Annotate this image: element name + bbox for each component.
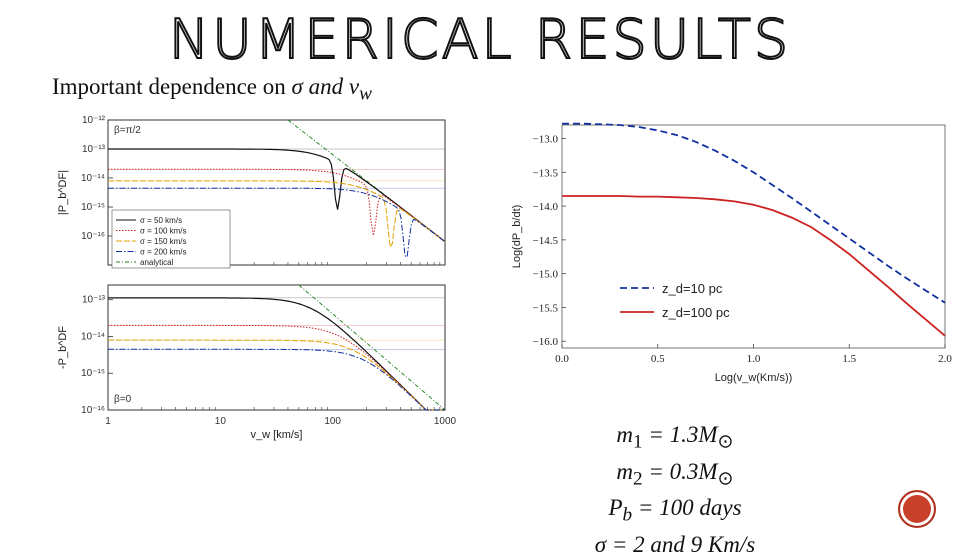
- y-tick-label: 10⁻¹⁵: [81, 202, 105, 213]
- x-tick-label: 1.5: [842, 353, 856, 365]
- subtitle-text: Important dependence on: [52, 74, 292, 99]
- plot-frame: [561, 124, 946, 349]
- eq-lhs: m: [616, 458, 634, 484]
- x-tick-label: 1.0: [747, 353, 761, 365]
- series-line-1: [562, 195, 946, 337]
- parameter-equations: m1 = 1.3M⊙ m2 = 0.3M⊙ Pb = 100 days σ = …: [540, 420, 810, 559]
- y-tick-label: −15.0: [533, 269, 559, 281]
- eq-rhs: = 1.3M: [642, 422, 718, 447]
- x-axis-label: Log(v_w(Km/s)): [715, 372, 793, 384]
- equation-m1: m1 = 1.3M⊙: [540, 420, 810, 457]
- panel-annotation: β=0: [114, 394, 132, 405]
- eq-lhs: m: [616, 422, 634, 447]
- plot-frame: [107, 284, 446, 411]
- x-tick-label: 0.5: [651, 353, 665, 365]
- left-chart-x-axis: 1 10 100 1000 v_w [km/s]: [105, 416, 456, 441]
- y-tick-label: −13.0: [533, 134, 559, 146]
- left-chart-bottom-panel: 10⁻¹³ 10⁻¹⁴ 10⁻¹⁵ 10⁻¹⁶ -P_b^DF β=0: [57, 284, 446, 416]
- series-line-0: [562, 122, 946, 304]
- eq-sun: ⊙: [717, 431, 734, 453]
- legend-entry: σ = 100 km/s: [140, 227, 187, 236]
- subtitle-math-sub: w: [359, 83, 372, 105]
- y-tick-label: −15.5: [533, 302, 559, 314]
- legend-entry: z_d=10 pc: [662, 281, 723, 296]
- y-tick-label: 10⁻¹⁴: [81, 331, 105, 342]
- y-axis-label: |P_b^DF|: [57, 170, 69, 215]
- eq-lhs: σ: [594, 531, 607, 557]
- panel-annotation: β=π/2: [114, 125, 141, 136]
- slide-title: NUMERICAL RESULTS: [168, 7, 792, 72]
- x-tick-label: 1000: [434, 416, 457, 427]
- legend: σ = 50 km/s σ = 100 km/sσ = 150 km/s σ = 2…: [111, 209, 231, 269]
- series-sigma-150: [108, 180, 446, 249]
- series-sigma-100: [108, 324, 445, 411]
- eq-rhs: = 100 days: [632, 495, 742, 521]
- left-chart-top-panel: 10⁻¹² 10⁻¹³ 10⁻¹⁴ 10⁻¹⁵ 10⁻¹⁶ |P_b^DF| β=π/2 σ …: [57, 115, 446, 269]
- series-sigma-50: [108, 148, 446, 243]
- right-chart: 0.0 0.5 1.0 1.5 2.0 −13.0 −13.5 −14.0 −14.5 −15.0…: [511, 122, 952, 384]
- y-axis-label: Log(dP_b/dt): [511, 205, 523, 269]
- equation-sigma: σ = 2 and 9 Km/s: [540, 530, 810, 559]
- y-tick-label: −13.5: [533, 167, 559, 179]
- slide-subtitle: Important dependence on σ and vw: [52, 74, 372, 106]
- y-tick-label: 10⁻¹³: [82, 144, 106, 155]
- y-tick-label: 10⁻¹⁴: [81, 173, 105, 184]
- subtitle-math: σ and v: [291, 74, 360, 99]
- right-chart-plot: 0.0 0.5 1.0 1.5 2.0 −13.0 −13.5 −14.0 −14.5 −15.0…: [511, 122, 952, 384]
- left-chart: 10⁻¹² 10⁻¹³ 10⁻¹⁴ 10⁻¹⁵ 10⁻¹⁶ |P_b^DF| β=π/2 σ …: [57, 115, 457, 441]
- y-tick-label: 10⁻¹⁵: [81, 368, 105, 379]
- eq-rhs: = 0.3M: [642, 458, 718, 484]
- legend-entry: σ = 150 km/s: [140, 237, 187, 246]
- page-badge: [898, 490, 936, 528]
- eq-rhs: = 2 and 9 Km/s: [606, 531, 756, 557]
- legend-entry: z_d=100 pc: [662, 305, 730, 320]
- y-tick-label: 10⁻¹⁶: [81, 231, 105, 242]
- y-tick-label: 10⁻¹³: [82, 295, 106, 306]
- series-analytical: [298, 284, 446, 411]
- legend-entry: σ = 200 km/s: [140, 248, 187, 257]
- legend-entry: σ = 50 km/s: [140, 216, 182, 225]
- x-tick-label: 0.0: [555, 353, 569, 365]
- x-tick-label: 1: [105, 416, 111, 427]
- x-tick-label: 10: [215, 416, 227, 427]
- y-tick-label: −16.0: [533, 336, 559, 348]
- legend: z_d=10 pc z_d=100 pc: [620, 281, 730, 320]
- eq-lhs: P: [608, 495, 623, 521]
- eq-sub: 1: [633, 431, 643, 453]
- series-sigma-100: [108, 168, 446, 243]
- y-tick-label: 10⁻¹²: [82, 115, 106, 126]
- x-tick-label: 100: [324, 416, 341, 427]
- eq-sub: 2: [633, 468, 643, 490]
- y-tick-label: −14.0: [533, 201, 559, 213]
- x-axis-label: v_w [km/s]: [251, 429, 303, 441]
- equation-m2: m2 = 0.3M⊙: [540, 457, 810, 494]
- x-tick-label: 2.0: [938, 353, 952, 365]
- equation-pb: Pb = 100 days: [540, 493, 810, 530]
- legend-entry: analytical: [140, 258, 174, 267]
- eq-sun: ⊙: [717, 468, 734, 490]
- series-sigma-150: [108, 339, 445, 411]
- eq-sub: b: [622, 504, 633, 526]
- y-axis-label: -P_b^DF: [57, 326, 69, 369]
- y-tick-label: 10⁻¹⁶: [81, 405, 105, 416]
- y-tick-label: −14.5: [533, 235, 559, 247]
